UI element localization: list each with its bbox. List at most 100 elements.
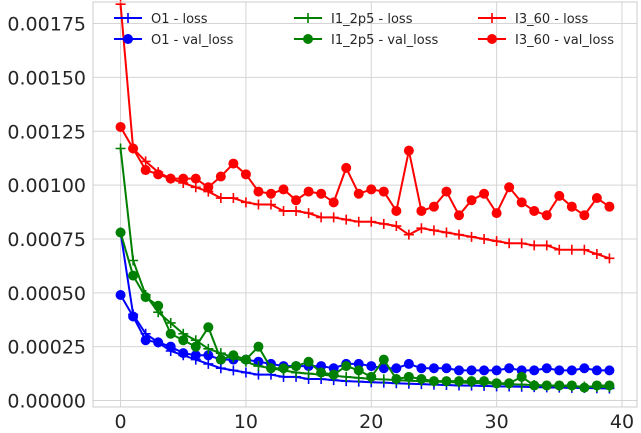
series-point [579, 363, 590, 374]
series-point [203, 350, 214, 361]
series-point [303, 186, 314, 197]
series-point [291, 195, 302, 206]
series-point [403, 358, 414, 369]
series-point [579, 382, 590, 393]
series-line [119, 126, 610, 217]
series-point [591, 380, 602, 391]
y-tick-label: 0.00000 [7, 391, 86, 413]
series-point [228, 365, 239, 376]
series-point [416, 223, 427, 234]
series-point [215, 193, 226, 204]
series-point [378, 218, 389, 229]
series-point [378, 363, 389, 374]
series-point [115, 289, 126, 300]
series-point [428, 225, 439, 236]
series-point [240, 197, 251, 208]
series-point [203, 322, 214, 333]
series-point [566, 380, 577, 391]
series-point [265, 199, 276, 210]
series-point [140, 156, 151, 167]
series-point [403, 229, 414, 240]
series-point [253, 199, 264, 210]
legend-item-3: I1_2p5 - val_loss [294, 33, 438, 48]
legend-item-4: I3_60 - loss [478, 12, 588, 27]
series-point [128, 311, 139, 322]
series-point [454, 229, 465, 240]
series-point [165, 317, 176, 328]
series-point [541, 240, 552, 251]
series-point [303, 356, 314, 367]
legend-item-5: I3_60 - val_loss [478, 33, 614, 48]
legend-item-0: O1 - loss [114, 12, 208, 27]
series-point [115, 0, 126, 10]
series-point [428, 376, 439, 387]
series-point [378, 354, 389, 365]
legend-item-2: I1_2p5 - loss [294, 12, 413, 27]
series-point [165, 328, 176, 339]
legend-label: I3_60 - loss [515, 12, 588, 27]
series-point [516, 238, 527, 249]
series-point [240, 367, 251, 378]
series-point [391, 363, 402, 374]
series-point [190, 350, 201, 361]
series-point [466, 195, 477, 206]
series-5 [115, 121, 615, 221]
plot-series [115, 0, 615, 394]
series-point [366, 216, 377, 227]
series-point [341, 371, 352, 382]
series-point [366, 184, 377, 195]
series-point [554, 380, 565, 391]
series-point [391, 205, 402, 216]
legend-marker [487, 34, 497, 44]
series-point [441, 376, 452, 387]
series-point [316, 212, 327, 223]
x-tick-label: 30 [485, 411, 509, 433]
y-tick-label: 0.00050 [7, 283, 86, 305]
series-point [190, 173, 201, 184]
series-point [541, 380, 552, 391]
series-point [203, 358, 214, 369]
series-point [215, 363, 226, 374]
series-4 [115, 0, 615, 264]
legend-item-1: O1 - val_loss [114, 33, 234, 48]
series-point [253, 341, 264, 352]
series-point [303, 208, 314, 219]
series-point [416, 363, 427, 374]
series-point [240, 354, 251, 365]
series-point [291, 361, 302, 372]
series-point [466, 376, 477, 387]
series-point [466, 365, 477, 376]
series-point [529, 205, 540, 216]
series-point [215, 354, 226, 365]
legend-marker [487, 13, 497, 23]
series-point [504, 182, 515, 193]
series-point [491, 208, 502, 219]
series-point [416, 205, 427, 216]
series-point [278, 184, 289, 195]
legend-marker [303, 34, 313, 44]
y-tick-label: 0.00025 [7, 337, 86, 359]
series-point [466, 231, 477, 242]
legend-marker [303, 13, 313, 23]
series-point [115, 121, 126, 132]
series-point [591, 193, 602, 204]
series-point [328, 212, 339, 223]
series-point [529, 365, 540, 376]
y-axis-tick-labels: 0.00000 0.00025 0.00050 0.00075 0.00100 0.001… [7, 14, 86, 413]
series-point [403, 145, 414, 156]
series-line [119, 232, 610, 389]
series-point [265, 188, 276, 199]
series-point [441, 186, 452, 197]
series-point [366, 361, 377, 372]
series-point [253, 369, 264, 380]
y-tick-label: 0.00125 [7, 121, 86, 143]
legend-label: I1_2p5 - loss [331, 12, 413, 27]
series-point [491, 378, 502, 389]
series-point [165, 173, 176, 184]
series-point [529, 380, 540, 391]
x-axis-tick-labels: 0 10 20 30 40 [115, 411, 635, 433]
series-point [604, 201, 615, 212]
series-point [378, 374, 389, 385]
series-3 [115, 227, 615, 393]
series-point [153, 337, 164, 348]
